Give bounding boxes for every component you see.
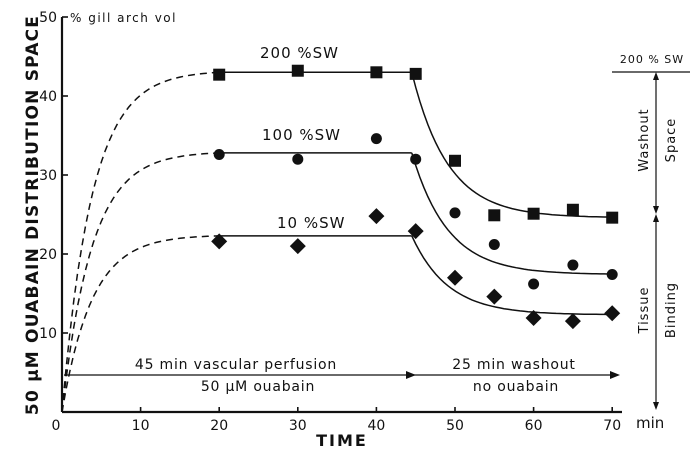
- tissue-binding-label-2: Binding: [664, 282, 679, 338]
- tissue-binding-arrow-up: [653, 214, 659, 222]
- x-unit-label: min: [636, 414, 664, 432]
- data-point-0-2: [370, 66, 383, 79]
- data-point-0-4: [449, 154, 461, 167]
- x-tick-label-0: 0: [52, 418, 61, 434]
- data-point-1-5: [488, 239, 500, 251]
- x-tick-label-20: 20: [210, 418, 228, 434]
- data-point-2-1: [289, 238, 306, 255]
- data-point-2-0: [211, 233, 228, 250]
- washout-space-label-1: Washout: [637, 108, 652, 171]
- y-tick-label-10: 10: [39, 326, 57, 342]
- x-tick-label-60: 60: [525, 418, 543, 434]
- perfusion-drug-label: 50 μM ouabain: [201, 379, 315, 395]
- y-axis-title: 50 μM OUABAIN DISTRIBUTION SPACE: [23, 15, 43, 415]
- data-point-1-4: [449, 207, 461, 219]
- rise-curve-1: [61, 152, 220, 413]
- x-axis-title: TIME: [316, 431, 368, 450]
- data-point-2-5: [486, 288, 503, 305]
- x-tick-label-70: 70: [603, 418, 621, 434]
- perfusion-label: 45 min vascular perfusion: [135, 357, 337, 373]
- data-point-1-1: [292, 153, 304, 165]
- data-point-2-8: [604, 305, 621, 322]
- curves: [61, 71, 613, 413]
- series-label-100: 100 %SW: [262, 126, 341, 144]
- arrow-head-end: [610, 371, 620, 379]
- washout-curve-1: [411, 152, 613, 275]
- data-point-0-6: [527, 207, 540, 220]
- tissue-binding-label-1: Tissue: [637, 287, 652, 335]
- data-point-0-8: [606, 211, 619, 224]
- tick-labels: 0 10 20 30 40 50 60 70 10 20 30 40 50: [39, 10, 621, 434]
- x-tick-label-40: 40: [367, 418, 385, 434]
- washout-curve-2: [411, 235, 613, 316]
- data-point-2-7: [564, 313, 581, 330]
- washout-label: 25 min washout: [452, 357, 575, 373]
- markers: [211, 64, 621, 330]
- data-point-0-3: [409, 67, 422, 80]
- data-point-2-2: [368, 208, 385, 225]
- washout-curve-0: [411, 72, 613, 218]
- x-tick-label-30: 30: [289, 418, 307, 434]
- data-point-0-0: [213, 68, 226, 81]
- right-top-label: 200 % SW: [620, 53, 684, 66]
- y-tick-label-40: 40: [39, 89, 57, 105]
- data-point-1-2: [370, 133, 382, 145]
- data-point-2-3: [407, 223, 424, 240]
- axis-ticks: [62, 16, 614, 412]
- data-point-1-8: [606, 269, 618, 281]
- y-tick-label-20: 20: [39, 247, 57, 263]
- data-point-2-6: [525, 309, 542, 326]
- series-label-200: 200 %SW: [260, 44, 339, 62]
- data-point-1-6: [528, 278, 540, 290]
- data-point-0-7: [566, 203, 579, 216]
- data-point-1-7: [567, 259, 579, 271]
- washout-space-arrow-up: [653, 72, 659, 80]
- data-point-1-0: [213, 148, 225, 160]
- y-unit-label: % gill arch vol: [70, 11, 177, 25]
- y-tick-label-30: 30: [39, 168, 57, 184]
- washout-space-label-2: Space: [664, 118, 679, 163]
- washout-space-arrow-down: [653, 206, 659, 214]
- data-point-1-3: [410, 153, 422, 165]
- series-label-10: 10 %SW: [277, 214, 345, 232]
- tissue-binding-arrow-down: [653, 402, 659, 410]
- washout-drug-label: no ouabain: [473, 379, 559, 395]
- data-point-0-5: [488, 209, 501, 222]
- arrow-head-mid: [406, 371, 416, 379]
- rise-curve-0: [61, 71, 220, 413]
- data-point-2-4: [447, 269, 463, 286]
- data-point-0-1: [291, 64, 304, 77]
- rise-curve-2: [61, 235, 220, 413]
- x-tick-label-50: 50: [446, 418, 464, 434]
- y-tick-label-50: 50: [39, 10, 57, 26]
- x-tick-label-10: 10: [132, 418, 150, 434]
